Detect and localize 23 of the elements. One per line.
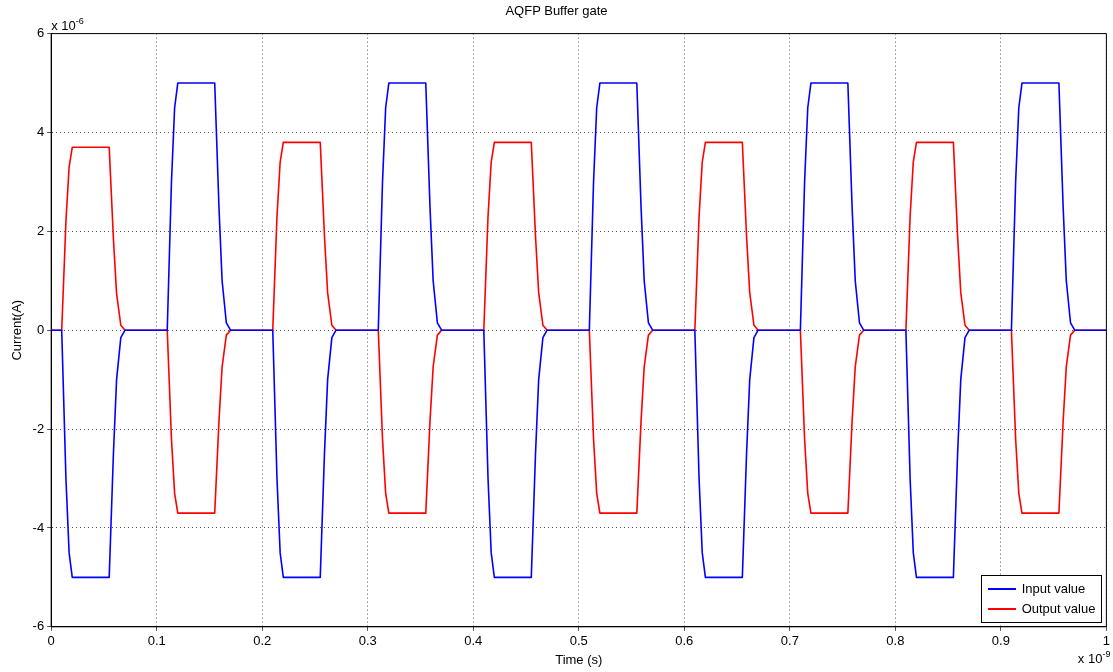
- legend-label: Output value: [1021, 601, 1096, 617]
- y-tick-label: -6: [32, 618, 45, 634]
- y-tick-label: 2: [36, 222, 45, 238]
- y-axis-title: Current(A): [9, 299, 25, 361]
- x-tick-label: 0: [47, 633, 55, 649]
- y-tick-label: 6: [36, 25, 45, 41]
- x-tick-label: 0.6: [675, 633, 694, 649]
- x-tick-label: 0.1: [147, 633, 166, 649]
- y-tick-label: 0: [36, 321, 45, 337]
- x-tick-label: 0.3: [358, 633, 377, 649]
- y-tick-label: -4: [32, 519, 45, 535]
- chart-title: AQFP Buffer gate: [505, 3, 608, 19]
- x-tick-label: 0.8: [886, 633, 905, 649]
- y-tick-label: 4: [36, 124, 45, 140]
- x-tick-label: 0.5: [569, 633, 588, 649]
- x-tick-label: 0.7: [780, 633, 799, 649]
- x-tick-label: 0.9: [991, 633, 1010, 649]
- x-tick-label: 1: [1102, 633, 1110, 649]
- x-axis-title: Time (s): [555, 651, 603, 667]
- legend-label: Input value: [1021, 581, 1086, 597]
- y-tick-label: -2: [32, 420, 45, 436]
- x-tick-label: 0.4: [464, 633, 483, 649]
- x-tick-label: 0.2: [253, 633, 272, 649]
